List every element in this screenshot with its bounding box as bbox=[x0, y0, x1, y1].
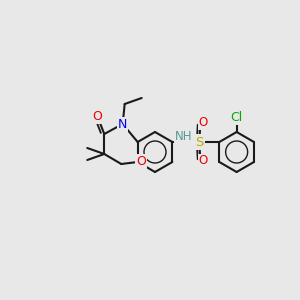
Text: Cl: Cl bbox=[230, 111, 243, 124]
Text: S: S bbox=[195, 136, 203, 148]
Text: O: O bbox=[136, 155, 146, 168]
Text: O: O bbox=[199, 116, 208, 130]
Text: NH: NH bbox=[175, 130, 193, 143]
Text: N: N bbox=[118, 118, 128, 130]
Text: O: O bbox=[199, 154, 208, 167]
Text: O: O bbox=[92, 110, 102, 122]
